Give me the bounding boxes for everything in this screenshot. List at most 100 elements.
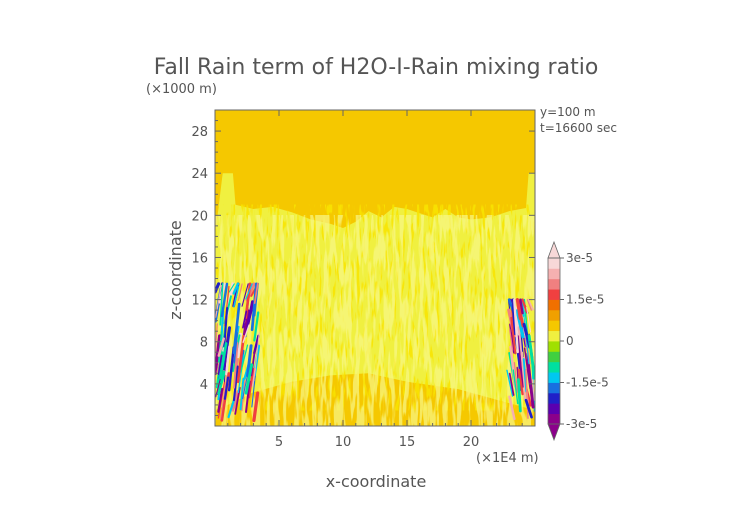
edge-streak xyxy=(517,335,524,388)
edge-streak xyxy=(234,386,241,415)
y-tick-label: 28 xyxy=(191,125,208,140)
edge-streak xyxy=(240,344,249,373)
colorbar-label: 0 xyxy=(566,334,574,348)
chart-title: Fall Rain term of H2O-I-Rain mixing rati… xyxy=(154,55,599,80)
edge-streak xyxy=(233,286,240,308)
edge-streak xyxy=(253,282,259,304)
colorbar-segment xyxy=(548,341,560,352)
x-unit-label: (×1E4 m) xyxy=(476,451,539,466)
edge-streak xyxy=(515,309,525,339)
colorbar-max-arrow xyxy=(547,240,561,259)
colorbar-segment xyxy=(548,361,560,373)
edge-streak xyxy=(526,306,532,333)
y-tick-label: 12 xyxy=(191,294,208,309)
y-tick-label: 8 xyxy=(200,336,208,351)
colorbar-min-arrow xyxy=(547,423,561,442)
edge-streak xyxy=(250,349,256,377)
edge-streak xyxy=(232,282,240,295)
edge-streak xyxy=(245,283,253,300)
axes: 5 10 15 20 4 8 12 16 20 24 28 xyxy=(191,109,536,450)
edge-streak xyxy=(236,332,243,359)
y-tick-label: 24 xyxy=(191,167,208,182)
edge-streak xyxy=(510,316,517,355)
annotation-t: t=16600 sec xyxy=(540,121,617,135)
x-tick-label: 20 xyxy=(463,435,480,450)
colorbar-label: 3e-5 xyxy=(566,251,593,265)
edge-streak xyxy=(216,370,226,395)
edge-streak xyxy=(517,368,524,396)
edge-streak xyxy=(509,328,514,351)
annotation-y: y=100 m xyxy=(540,105,596,119)
y-tick-label: 16 xyxy=(191,251,208,266)
edge-streak xyxy=(512,369,519,405)
colorbar-segment xyxy=(548,403,560,415)
colorbar-label: 1.5e-5 xyxy=(566,293,604,307)
colorbar-segment xyxy=(548,258,560,269)
colorbar-segment xyxy=(548,330,560,342)
edge-streak xyxy=(250,282,258,332)
edge-streak xyxy=(241,283,249,307)
edge-streak xyxy=(511,303,517,336)
edge-streak xyxy=(526,298,532,311)
y-axis-title: z-coordinate xyxy=(166,220,185,320)
edge-streak xyxy=(242,310,248,329)
edge-streak xyxy=(509,323,516,354)
edge-streak xyxy=(246,344,253,378)
edge-streak xyxy=(252,391,260,423)
edge-streak xyxy=(253,311,260,342)
edge-streak xyxy=(524,398,533,419)
colorbar-segment xyxy=(548,413,560,425)
x-axis-title: x-coordinate xyxy=(326,472,427,491)
field-texture-light xyxy=(215,215,535,426)
edge-streak xyxy=(228,283,235,293)
edge-streak xyxy=(223,306,229,348)
edge-streak xyxy=(215,282,221,294)
edge-streak xyxy=(233,342,239,389)
edge-streak xyxy=(242,324,250,344)
edge-streak xyxy=(513,298,519,354)
edge-streak xyxy=(516,378,522,413)
edge-streak xyxy=(245,305,254,331)
colorbar-segment xyxy=(548,299,560,311)
field-group xyxy=(215,110,535,426)
colorbar-segment xyxy=(548,382,560,394)
edge-streak xyxy=(233,332,239,364)
edge-streak xyxy=(515,298,522,321)
edge-streak xyxy=(215,285,222,318)
plot-area xyxy=(215,110,535,426)
x-tick-label: 5 xyxy=(275,435,283,450)
edge-streak xyxy=(519,298,524,315)
colorbar-segment xyxy=(548,268,560,280)
edge-streak xyxy=(237,354,245,393)
y-tick-label: 20 xyxy=(191,209,208,224)
colorbar-segment xyxy=(548,320,560,332)
edge-streak xyxy=(244,363,254,395)
edge-streak xyxy=(227,397,236,419)
edge-streak xyxy=(232,365,239,402)
edge-streak xyxy=(253,331,260,382)
edge-streak xyxy=(239,377,245,411)
y-tick-label: 4 xyxy=(200,378,208,393)
y-unit-label: (×1000 m) xyxy=(146,82,217,97)
edge-streak xyxy=(218,342,228,380)
edge-streak xyxy=(514,333,521,375)
colorbar-segment xyxy=(548,392,560,404)
edge-streak xyxy=(531,379,535,401)
edge-streak xyxy=(527,334,535,380)
edge-streak xyxy=(236,334,246,384)
edge-streak xyxy=(217,354,223,376)
edge-streak xyxy=(527,298,534,311)
edge-streak xyxy=(508,395,516,421)
colorbar-segment xyxy=(548,351,560,363)
edge-streak xyxy=(242,374,248,400)
edge-streak xyxy=(527,363,535,409)
edge-streak xyxy=(219,282,224,326)
edge-streak xyxy=(225,345,231,376)
edge-streak xyxy=(217,337,225,357)
edge-streak xyxy=(520,351,527,401)
colorbar-segment xyxy=(548,309,560,321)
edge-streak xyxy=(242,309,250,339)
edge-streak xyxy=(525,369,529,420)
colorbar-segment xyxy=(548,372,560,383)
